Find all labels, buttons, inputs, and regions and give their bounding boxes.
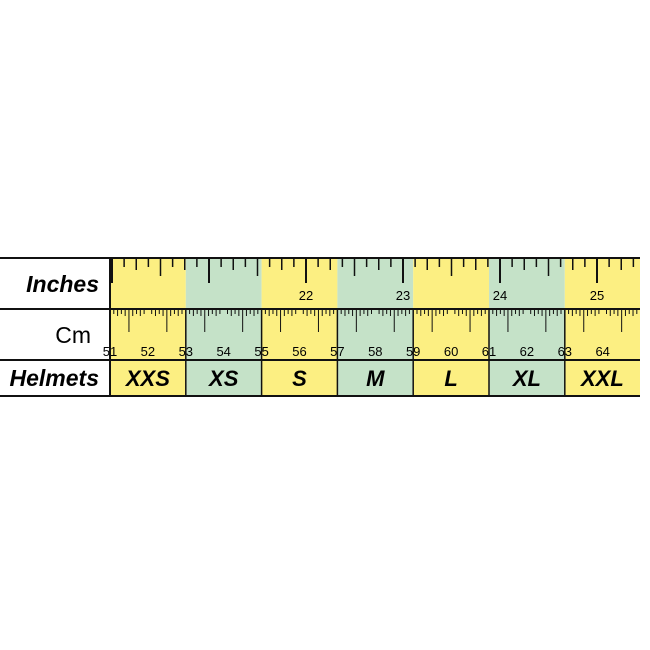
cm-tick-label: 64	[595, 344, 609, 359]
cm-tick-label: 58	[368, 344, 382, 359]
size-band-s	[261, 258, 338, 396]
size-label-s: S	[292, 366, 307, 391]
row-label-inches: Inches	[26, 271, 99, 297]
inch-tick-label: 25	[590, 288, 604, 303]
size-label-l: L	[444, 366, 457, 391]
size-label-m: M	[366, 366, 385, 391]
inch-tick-label: 24	[493, 288, 507, 303]
cm-tick-label: 54	[216, 344, 230, 359]
size-band-xl	[489, 258, 565, 396]
inch-tick-label: 23	[396, 288, 410, 303]
size-label-xxs: XXS	[124, 366, 170, 391]
cm-tick-label: 51	[103, 344, 117, 359]
cm-tick-label: 55	[254, 344, 268, 359]
cm-tick-label: 61	[482, 344, 496, 359]
cm-tick-label: 56	[292, 344, 306, 359]
inch-tick-label: 22	[299, 288, 313, 303]
row-label-cm: Cm	[55, 322, 91, 348]
cm-tick-label: 53	[179, 344, 193, 359]
cm-tick-label: 52	[141, 344, 155, 359]
size-label-xl: XL	[511, 366, 541, 391]
row-label-helmets: Helmets	[10, 365, 99, 391]
size-band-xxs	[110, 258, 186, 396]
cm-tick-label: 63	[558, 344, 572, 359]
cm-tick-label: 59	[406, 344, 420, 359]
size-band-l	[413, 258, 489, 396]
cm-tick-label: 60	[444, 344, 458, 359]
size-band-m	[337, 258, 414, 396]
size-label-xs: XS	[207, 366, 239, 391]
size-band-xs	[185, 258, 262, 396]
size-label-xxl: XXL	[579, 366, 624, 391]
size-band-xxl	[564, 258, 640, 396]
cm-tick-label: 57	[330, 344, 344, 359]
cm-tick-label: 62	[520, 344, 534, 359]
